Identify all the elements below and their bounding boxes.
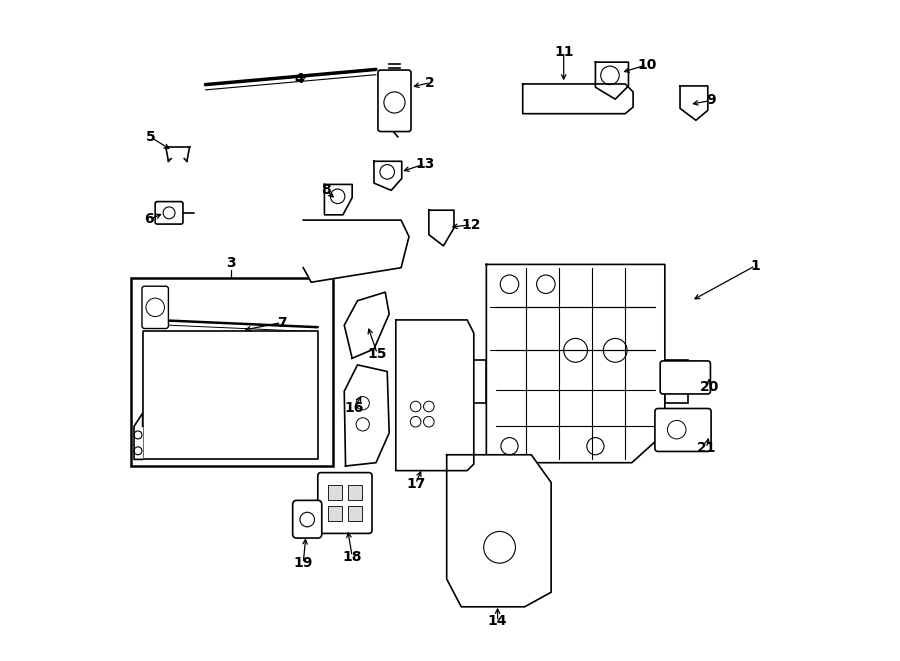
FancyBboxPatch shape (655, 408, 711, 451)
Text: 14: 14 (488, 614, 508, 629)
Text: 19: 19 (293, 556, 313, 570)
Text: 6: 6 (144, 212, 154, 227)
Polygon shape (486, 264, 665, 463)
Polygon shape (523, 84, 633, 114)
FancyBboxPatch shape (661, 361, 710, 394)
Text: 8: 8 (321, 183, 330, 198)
Text: 17: 17 (406, 477, 426, 491)
Text: 18: 18 (342, 549, 362, 564)
Polygon shape (596, 62, 628, 99)
FancyBboxPatch shape (318, 473, 372, 533)
Polygon shape (324, 184, 352, 215)
Polygon shape (680, 86, 707, 120)
Polygon shape (428, 210, 454, 246)
Polygon shape (344, 292, 389, 358)
FancyBboxPatch shape (155, 202, 183, 224)
Text: 1: 1 (751, 258, 760, 273)
Polygon shape (460, 360, 486, 403)
Bar (328, 506, 342, 521)
Polygon shape (396, 320, 473, 471)
Text: 20: 20 (699, 379, 719, 394)
Text: 7: 7 (276, 315, 286, 330)
Text: 21: 21 (697, 441, 716, 455)
FancyBboxPatch shape (378, 70, 411, 132)
Text: 11: 11 (554, 44, 573, 59)
Polygon shape (303, 220, 409, 282)
FancyBboxPatch shape (292, 500, 322, 538)
Text: 2: 2 (426, 75, 435, 90)
Polygon shape (665, 360, 688, 403)
Bar (131, 278, 333, 466)
Bar (347, 485, 362, 500)
FancyBboxPatch shape (142, 286, 168, 329)
Text: 3: 3 (226, 256, 236, 270)
Polygon shape (344, 365, 389, 466)
Text: 12: 12 (462, 217, 481, 232)
Text: 4: 4 (294, 72, 304, 87)
Polygon shape (446, 455, 551, 607)
Bar (347, 506, 362, 521)
Text: 5: 5 (147, 130, 156, 145)
Polygon shape (142, 330, 318, 459)
Polygon shape (134, 413, 142, 459)
Text: 15: 15 (367, 346, 387, 361)
Polygon shape (374, 161, 401, 190)
Text: 10: 10 (637, 58, 657, 72)
Text: 9: 9 (706, 93, 716, 108)
Text: 13: 13 (415, 157, 435, 171)
Text: 16: 16 (345, 401, 364, 416)
Bar (328, 485, 342, 500)
